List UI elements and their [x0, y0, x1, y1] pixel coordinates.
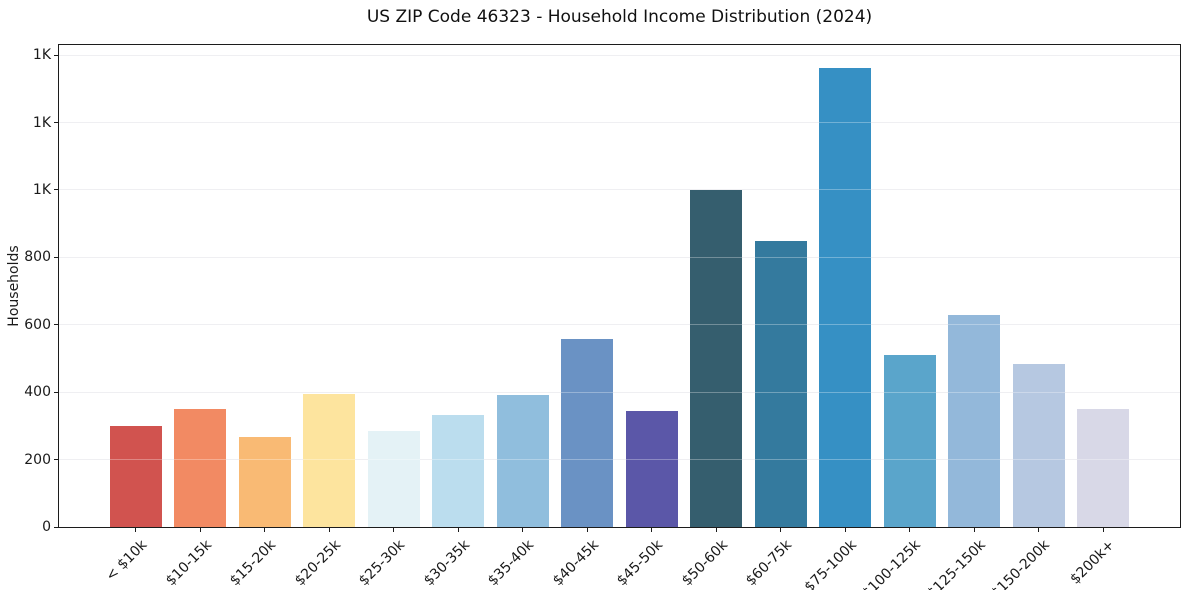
x-tick-mark: [457, 528, 459, 532]
bar: [109, 425, 162, 527]
x-tick-label: $50-60k: [678, 537, 731, 590]
x-tick-mark: [715, 528, 717, 532]
gridline-overlay: [59, 189, 1180, 191]
x-tick-label: $45-50k: [613, 537, 667, 590]
x-tick-label: $15-20k: [226, 537, 280, 590]
chart-title: US ZIP Code 46323 - Household Income Dis…: [366, 7, 873, 27]
x-tick-mark: [1038, 528, 1040, 532]
gridline: [59, 256, 1180, 258]
gridline: [59, 391, 1180, 393]
y-tick-mark: [54, 256, 58, 258]
gridline-overlay: [59, 459, 1180, 461]
y-tick-mark: [54, 189, 58, 191]
x-tick-mark: [1102, 528, 1104, 532]
gridline-overlay: [59, 122, 1180, 124]
x-tick-mark: [844, 528, 846, 532]
x-tick-mark: [651, 528, 653, 532]
bar: [496, 394, 549, 527]
x-tick-label: $60-75k: [742, 537, 796, 590]
y-tick-mark: [54, 324, 58, 326]
x-tick-mark: [135, 528, 137, 532]
x-tick-label: $30-35k: [420, 537, 473, 590]
plot-area: [58, 44, 1181, 528]
y-tick-mark: [54, 459, 58, 461]
y-tick-label: 400: [24, 384, 51, 401]
x-tick-label: $100-125k: [859, 537, 925, 590]
x-tick-mark: [522, 528, 524, 532]
y-axis-label: Households: [6, 245, 22, 327]
gridline-overlay: [59, 54, 1180, 56]
bar: [238, 437, 291, 527]
x-tick-mark: [909, 528, 911, 532]
gridline: [59, 54, 1180, 56]
gridline: [59, 459, 1180, 461]
x-tick-mark: [199, 528, 201, 532]
bar: [625, 411, 678, 527]
x-tick-label: $40-45k: [549, 537, 602, 590]
x-tick-label: $10-15k: [162, 537, 215, 590]
y-tick-label: 1K: [32, 181, 51, 198]
bar: [690, 189, 743, 527]
bar: [432, 414, 485, 527]
bar: [174, 409, 227, 527]
y-tick-label: 1K: [32, 114, 51, 131]
bar: [303, 393, 356, 527]
gridline: [59, 189, 1180, 191]
bar: [948, 315, 1001, 527]
y-tick-label: 1K: [32, 47, 51, 64]
gridline: [59, 324, 1180, 326]
x-tick-label: < $10k: [102, 537, 151, 585]
x-tick-mark: [328, 528, 330, 532]
gridline-overlay: [59, 391, 1180, 393]
bar: [561, 339, 614, 527]
y-tick-mark: [54, 526, 58, 528]
gridline: [59, 122, 1180, 124]
y-tick-mark: [54, 54, 58, 56]
y-tick-label: 0: [42, 519, 51, 535]
x-tick-mark: [780, 528, 782, 532]
bar: [883, 355, 936, 527]
gridline-overlay: [59, 324, 1180, 326]
x-tick-label: $25-30k: [355, 537, 409, 590]
bar: [1012, 363, 1065, 527]
y-tick-label: 800: [24, 249, 51, 266]
x-tick-label: $150-200k: [988, 537, 1054, 590]
bar: [819, 68, 872, 527]
x-tick-label: $75-100k: [801, 537, 860, 590]
gridline-overlay: [59, 256, 1180, 258]
x-tick-mark: [586, 528, 588, 532]
x-tick-mark: [973, 528, 975, 532]
y-tick-mark: [54, 391, 58, 393]
bar: [1077, 409, 1130, 527]
x-tick-mark: [393, 528, 395, 532]
x-tick-label: $35-40k: [484, 537, 538, 590]
x-tick-label: $125-150k: [923, 537, 989, 590]
x-tick-label: $20-25k: [291, 537, 344, 590]
bar: [367, 430, 420, 527]
y-tick-label: 600: [24, 316, 51, 333]
x-tick-label: $200k+: [1067, 537, 1118, 588]
y-tick-label: 200: [24, 451, 51, 468]
bar: [754, 240, 807, 527]
y-tick-mark: [54, 122, 58, 124]
x-tick-mark: [264, 528, 266, 532]
